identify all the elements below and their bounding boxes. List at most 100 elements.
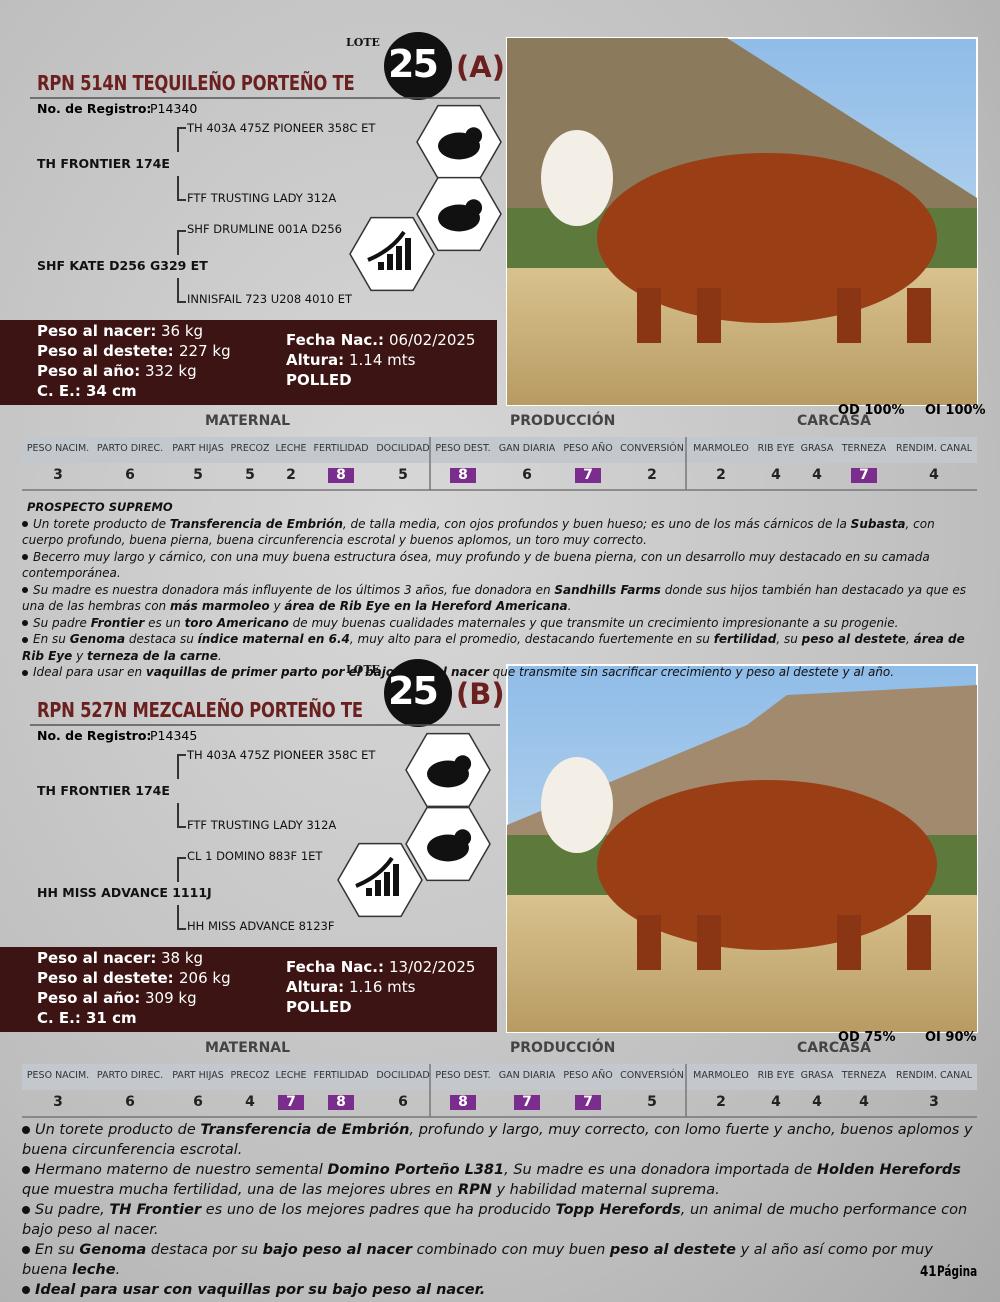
stat-label: C. E.: [37,382,81,400]
stat-label: Fecha Nac.: [286,958,384,976]
bullet [22,669,28,676]
sire-sire: TH 403A 475Z PIONEER 358C ET [187,121,376,135]
text-run: RPN [457,1182,492,1198]
section-title: MATERNAL [205,1040,291,1056]
column-header: GRASA [800,1070,834,1081]
pedigree-bracket [177,176,186,201]
score: 4 [859,1094,869,1110]
od: OD 75% [838,1030,896,1045]
stat-value: 38 kg [161,949,204,967]
score: 4 [812,467,822,483]
bullet [22,1166,30,1174]
column-header: PESO NACIM. [26,1070,90,1081]
stat-value: 06/02/2025 [389,331,476,349]
column-header: GAN DIARIA [498,443,556,454]
column-header: PESO AÑO [563,1070,613,1081]
text-run: fertilidad [713,632,777,646]
score: 6 [522,467,532,483]
column-header: PARTO DIREC. [96,443,164,454]
column-header: MARMOLEO [693,1070,749,1081]
cow-leg [637,288,661,343]
text-run: , un animal de mucho performance con baj… [22,1202,968,1238]
pedigree-bracket [177,127,186,152]
lote-number: 25 [388,42,439,86]
text-run: peso al destete [801,632,906,646]
column-header: PRECOZ [230,1070,270,1081]
text-run: Frontier [90,615,145,630]
column-header: DOCILIDAD [376,443,430,454]
icon-bar [375,880,381,896]
text-run: leche [72,1262,116,1278]
score: 4 [771,1094,781,1110]
stat-value: 227 kg [179,342,231,360]
page-number: 41 [920,1264,937,1280]
sire-dam: FTF TRUSTING LADY 312A [187,818,337,832]
stat-value: 13/02/2025 [389,958,476,976]
column-header: PART HIJAS [172,443,224,454]
text-run: de muy buenas cualidades maternales y qu… [288,615,899,630]
bullet [22,554,28,560]
stat-value: 31 cm [86,1009,137,1027]
icon-arrow [367,230,406,262]
description-heading: PROSPECTO SUPREMO [27,500,173,514]
score: 8 [328,1095,354,1110]
dam-dam: HH MISS ADVANCE 8123F [187,919,335,933]
score: 8 [328,468,354,483]
text-run: combinado con muy buen [412,1242,610,1258]
bullet-paragraph: Becerro muy largo y cárnico, con una muy… [22,549,977,582]
cow-leg [697,288,721,343]
score: 2 [716,467,726,483]
description: Un torete producto de Transferencia de E… [22,1120,977,1300]
icon-bar [387,254,393,270]
text-run: más marmoleo [169,599,270,613]
score: 7 [575,1095,601,1110]
sire: TH FRONTIER 174E [37,783,170,798]
score: 8 [450,468,476,483]
text-run: . [217,648,222,663]
text-run: y habilidad maternal suprema. [491,1182,720,1198]
registro-label: No. de Registro: [37,101,152,116]
pedigree-bracket [177,754,186,779]
text-run: En su [33,632,70,646]
text-run: destaca su [125,632,198,646]
text-run: Holden Herefords [816,1162,961,1178]
cow-body [597,780,937,950]
score: 7 [575,468,601,483]
stat-value: 332 kg [145,362,197,380]
stats-box [0,947,497,1032]
text-run: y [72,648,88,663]
text-run: TH Frontier [109,1202,202,1218]
sire: TH FRONTIER 174E [37,156,170,171]
bullet-paragraph: Su padre Frontier es un toro Americano d… [22,615,977,632]
lote-badge [384,659,452,727]
text-run: . [567,599,572,613]
icon-shape [465,199,483,217]
text-run: índice maternal en 6.4 [197,632,350,646]
text-run: área de Rib Eye [22,632,965,663]
stat-value: 309 kg [145,989,197,1007]
lote-number: 25 [388,669,439,713]
score: 2 [647,467,657,483]
column-header: GRASA [800,443,834,454]
column-header: DOCILIDAD [376,1070,430,1081]
text-run: Subasta [850,516,906,531]
column-header: PESO AÑO [563,443,613,454]
bullet [22,1206,30,1214]
text-run: , Su madre es una donadora importada de [504,1162,817,1178]
sire-dam: FTF TRUSTING LADY 312A [187,191,337,205]
bullet-paragraph: Un torete producto de Transferencia de E… [22,516,977,549]
score: 2 [286,467,296,483]
dam-sire: CL 1 DOMINO 883F 1ET [187,849,323,863]
bullet-paragraph: Su madre es nuestra donadora más influye… [22,582,977,615]
icon-bar [396,246,402,270]
text-run: , de talla media, con ojos profundos y b… [342,516,851,531]
text-run: , muy alto para el promedio, destacando … [349,632,714,646]
text-run: Su padre, [35,1202,110,1218]
cow-leg [837,288,861,343]
column-header: TERNEZA [841,443,887,454]
cow-body [597,153,937,323]
column-header: PESO DEST. [435,443,491,454]
stat-label: POLLED [286,371,352,389]
score: 4 [771,467,781,483]
score: 5 [398,467,408,483]
